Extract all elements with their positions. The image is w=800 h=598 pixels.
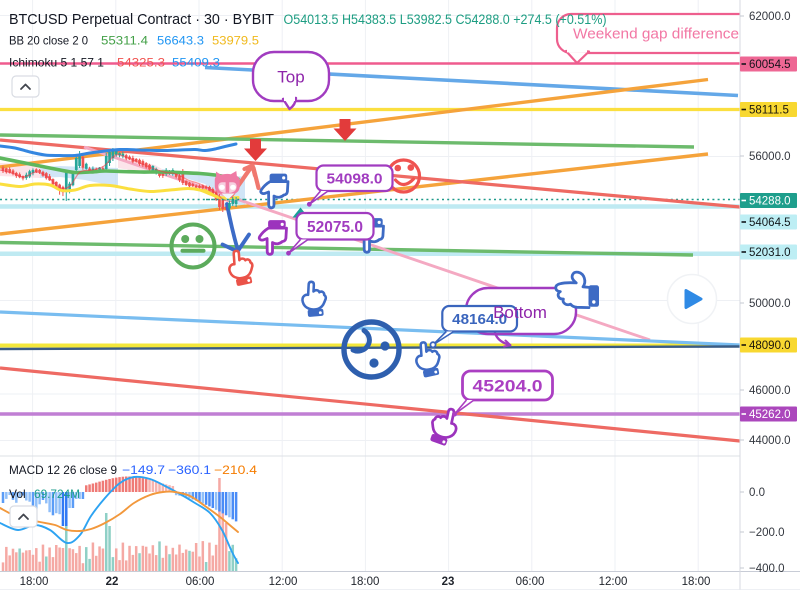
svg-text:MACD 12 26 close 9: MACD 12 26 close 9 bbox=[9, 463, 117, 477]
svg-text:BB 20 close 2 0: BB 20 close 2 0 bbox=[9, 34, 88, 48]
svg-text:18:00: 18:00 bbox=[351, 576, 380, 588]
svg-text:56643.3: 56643.3 bbox=[157, 34, 204, 48]
svg-text:58111.5: 58111.5 bbox=[749, 105, 789, 117]
svg-text:54325.3: 54325.3 bbox=[117, 56, 165, 70]
svg-text:−200.0: −200.0 bbox=[749, 527, 785, 539]
svg-text:Bottom: Bottom bbox=[493, 303, 547, 322]
svg-text:−210.4: −210.4 bbox=[214, 463, 257, 477]
svg-text:60054.5: 60054.5 bbox=[749, 59, 791, 71]
svg-text:Weekend gap difference: Weekend gap difference bbox=[573, 26, 739, 43]
svg-text:18:00: 18:00 bbox=[682, 576, 711, 588]
svg-text:46000.0: 46000.0 bbox=[749, 385, 791, 397]
svg-text:06:00: 06:00 bbox=[186, 576, 215, 588]
svg-text:48164.0: 48164.0 bbox=[452, 311, 507, 328]
svg-text:54098.0: 54098.0 bbox=[327, 171, 383, 188]
svg-text:69.724M: 69.724M bbox=[34, 487, 80, 501]
svg-text:54288.0: 54288.0 bbox=[749, 196, 791, 208]
svg-text:22: 22 bbox=[106, 576, 119, 588]
svg-text:18:00: 18:00 bbox=[20, 576, 49, 588]
svg-text:44000.0: 44000.0 bbox=[749, 435, 791, 447]
svg-text:12:00: 12:00 bbox=[599, 576, 628, 588]
svg-text:BTCUSD Perpetual Contract · 30: BTCUSD Perpetual Contract · 30 · BYBIT bbox=[9, 12, 274, 28]
svg-text:Ichimoku 5 1 57 1: Ichimoku 5 1 57 1 bbox=[9, 56, 104, 70]
svg-text:53979.5: 53979.5 bbox=[212, 34, 259, 48]
svg-text:50000.0: 50000.0 bbox=[749, 298, 791, 310]
svg-text:62000.0: 62000.0 bbox=[749, 11, 791, 23]
svg-text:0.0: 0.0 bbox=[749, 487, 765, 499]
svg-text:Top: Top bbox=[277, 68, 304, 87]
svg-text:Vol: Vol bbox=[9, 487, 26, 501]
svg-text:54064.5: 54064.5 bbox=[749, 217, 791, 229]
svg-text:52031.0: 52031.0 bbox=[749, 247, 791, 259]
svg-text:12:00: 12:00 bbox=[269, 576, 298, 588]
svg-text:23: 23 bbox=[442, 576, 455, 588]
svg-text:52075.0: 52075.0 bbox=[307, 219, 363, 236]
svg-text:56000.0: 56000.0 bbox=[749, 151, 791, 163]
svg-text:06:00: 06:00 bbox=[516, 576, 545, 588]
svg-text:−360.1: −360.1 bbox=[168, 463, 211, 477]
svg-text:55409.3: 55409.3 bbox=[172, 56, 220, 70]
svg-text:45262.0: 45262.0 bbox=[749, 409, 791, 421]
svg-text:O54013.5 H54383.5 L53982.5 C54: O54013.5 H54383.5 L53982.5 C54288.0 +274… bbox=[284, 12, 607, 27]
svg-text:45204.0: 45204.0 bbox=[473, 377, 543, 396]
svg-text:48090.0: 48090.0 bbox=[749, 340, 791, 352]
svg-text:55311.4: 55311.4 bbox=[101, 34, 148, 48]
svg-text:−149.7: −149.7 bbox=[122, 463, 165, 477]
svg-text:−400.0: −400.0 bbox=[749, 563, 785, 575]
